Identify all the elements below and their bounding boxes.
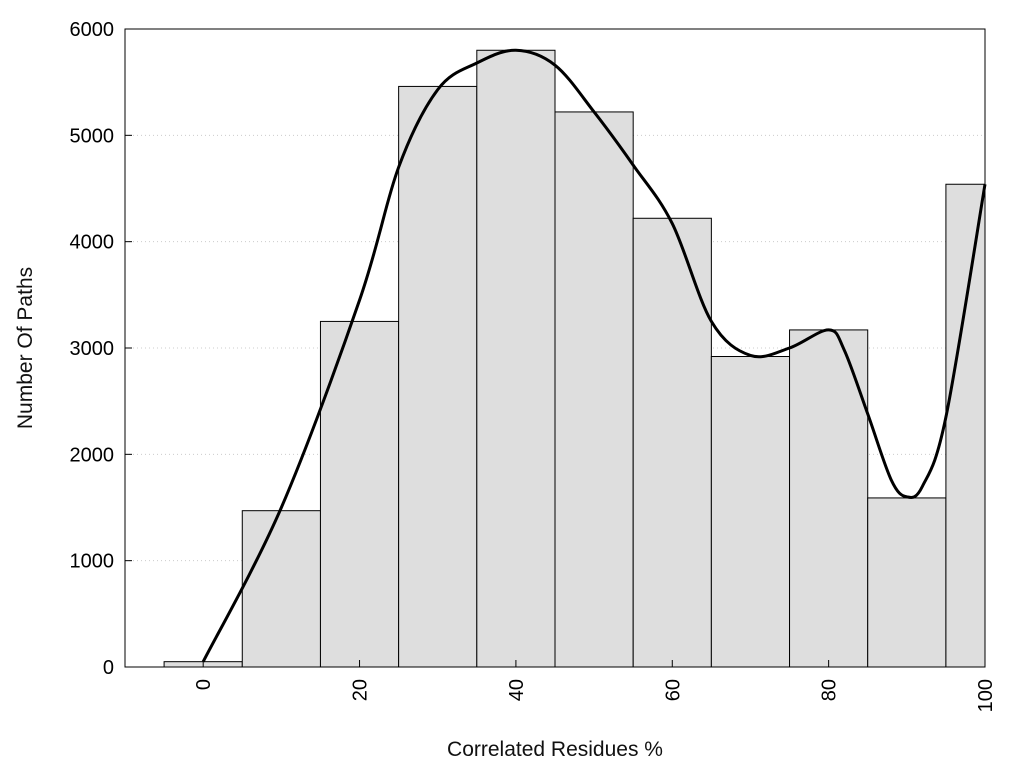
bar [945,183,986,668]
x-tick-label: 0 [193,679,215,690]
y-tick-label: 6000 [70,19,115,41]
bars [163,49,986,668]
x-tick-label: 40 [506,679,528,701]
bar [710,356,791,668]
y-tick-label: 5000 [70,125,115,147]
y-axis-ticks: 0 1000 2000 3000 4000 5000 6000 [70,19,132,679]
y-tick-label: 2000 [70,444,115,466]
x-tick-label: 80 [819,679,841,701]
curve-line [201,48,987,663]
bar [867,497,947,668]
x-axis-ticks: 0 20 40 60 80 100 [193,660,997,712]
x-axis-label: Correlated Residues % [447,738,663,761]
y-tick-label: 3000 [70,338,115,360]
smooth-curve [201,48,987,663]
bar [398,85,478,668]
x-tick-label: 60 [662,679,684,701]
bar [476,49,556,668]
y-tick-label: 0 [103,657,114,679]
y-tick-label: 4000 [70,232,115,254]
bar [632,217,712,668]
bar [319,320,400,668]
bar [241,510,321,668]
x-tick-label: 20 [350,679,372,701]
y-axis-label: Number Of Paths [14,267,37,429]
x-tick-label: 100 [975,679,997,712]
y-tick-label: 1000 [70,551,115,573]
bar [554,111,634,668]
